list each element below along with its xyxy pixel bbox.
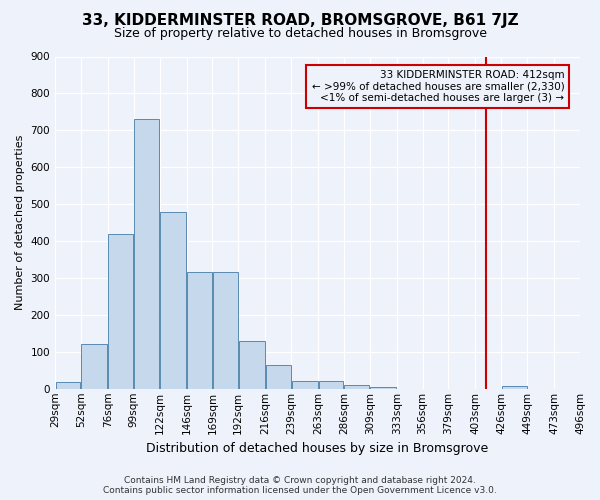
- Bar: [187, 272, 212, 389]
- Bar: [370, 387, 396, 389]
- Bar: [319, 382, 343, 389]
- Text: Size of property relative to detached houses in Bromsgrove: Size of property relative to detached ho…: [113, 28, 487, 40]
- Text: 33, KIDDERMINSTER ROAD, BROMSGROVE, B61 7JZ: 33, KIDDERMINSTER ROAD, BROMSGROVE, B61 …: [82, 12, 518, 28]
- Y-axis label: Number of detached properties: Number of detached properties: [15, 135, 25, 310]
- Bar: [134, 120, 159, 389]
- X-axis label: Distribution of detached houses by size in Bromsgrove: Distribution of detached houses by size …: [146, 442, 488, 455]
- Bar: [292, 380, 317, 389]
- Text: 33 KIDDERMINSTER ROAD: 412sqm
← >99% of detached houses are smaller (2,330)
<1% : 33 KIDDERMINSTER ROAD: 412sqm ← >99% of …: [311, 70, 564, 103]
- Text: Contains HM Land Registry data © Crown copyright and database right 2024.
Contai: Contains HM Land Registry data © Crown c…: [103, 476, 497, 495]
- Bar: [239, 341, 265, 389]
- Bar: [213, 272, 238, 389]
- Bar: [344, 385, 369, 389]
- Bar: [266, 365, 290, 389]
- Bar: [82, 344, 107, 389]
- Bar: [160, 212, 186, 389]
- Bar: [56, 382, 80, 389]
- Bar: [109, 234, 133, 389]
- Bar: [502, 386, 527, 389]
